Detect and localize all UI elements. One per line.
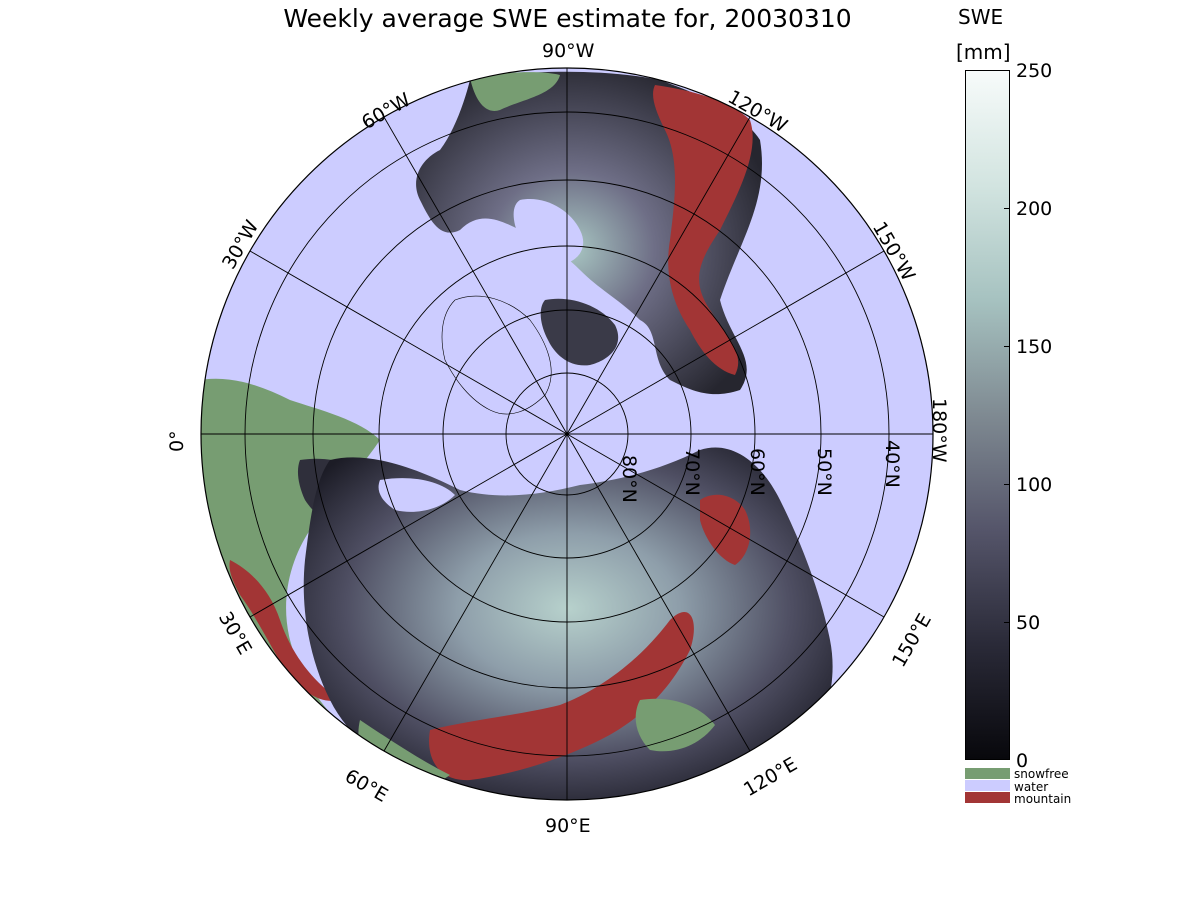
lon-label-90e: 90°E xyxy=(545,815,591,837)
legend-label-water: water xyxy=(1014,780,1049,794)
lon-label-180w: 180°W xyxy=(928,398,950,463)
legend-swatch-water xyxy=(965,780,1010,791)
lon-label-0: 0° xyxy=(166,430,188,452)
colorbar-tick-200: 200 xyxy=(1016,198,1053,220)
colorbar-tickmark xyxy=(1004,346,1010,347)
lat-label-60n: 60°N xyxy=(746,448,768,496)
asian-mountains xyxy=(429,611,694,781)
lat-label-70n: 70°N xyxy=(681,448,703,496)
colorbar-unit: [mm] xyxy=(956,40,1011,64)
north-america-snowfree xyxy=(470,72,560,111)
colorbar-tick-250: 250 xyxy=(1016,60,1053,82)
colorbar-title: SWE xyxy=(958,5,1004,29)
legend-swatch-snowfree xyxy=(965,768,1010,779)
legend-swatch-mountain xyxy=(965,792,1010,803)
white-sea xyxy=(378,478,455,512)
lat-label-80n: 80°N xyxy=(618,455,640,503)
rocky-mountains xyxy=(653,85,753,375)
meridian-lines xyxy=(201,68,933,800)
lon-label-90w: 90°W xyxy=(542,40,595,62)
colorbar-tick-100: 100 xyxy=(1016,474,1053,496)
colorbar-tickmark xyxy=(1004,622,1010,623)
lat-label-50n: 50°N xyxy=(813,448,835,496)
colorbar-tick-50: 50 xyxy=(1016,612,1041,634)
lat-label-40n: 40°N xyxy=(881,440,903,488)
legend-label-mountain: mountain xyxy=(1014,792,1072,806)
colorbar-tickmark xyxy=(1004,484,1010,485)
colorbar-tick-150: 150 xyxy=(1016,336,1053,358)
colorbar-tickmark xyxy=(1004,208,1010,209)
map-frame xyxy=(200,67,934,801)
alps-mountains xyxy=(229,560,340,701)
greenland xyxy=(441,295,552,415)
east-asia-snowfree xyxy=(635,698,715,752)
legend-label-snowfree: snowfree xyxy=(1014,767,1069,781)
canadian-archipelago xyxy=(540,298,619,366)
map-title: Weekly average SWE estimate for, 2003031… xyxy=(283,4,852,33)
colorbar-tick-0: 0 xyxy=(1016,750,1029,772)
hudson-bay xyxy=(513,199,584,265)
colorbar xyxy=(965,70,1010,760)
